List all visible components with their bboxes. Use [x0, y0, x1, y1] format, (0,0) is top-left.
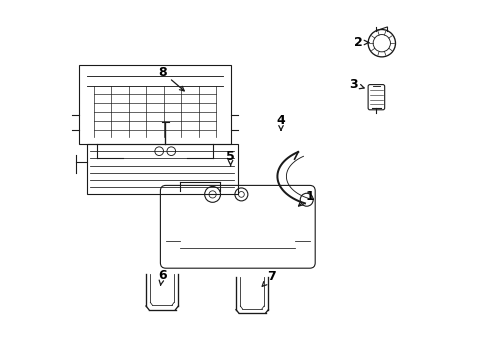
Text: 2: 2: [354, 36, 369, 49]
Text: 6: 6: [158, 269, 167, 285]
Text: 7: 7: [262, 270, 276, 286]
Text: 3: 3: [349, 78, 364, 91]
Text: 1: 1: [298, 190, 314, 206]
Text: 5: 5: [226, 150, 235, 166]
Text: 4: 4: [277, 114, 285, 130]
Text: 8: 8: [158, 66, 184, 91]
